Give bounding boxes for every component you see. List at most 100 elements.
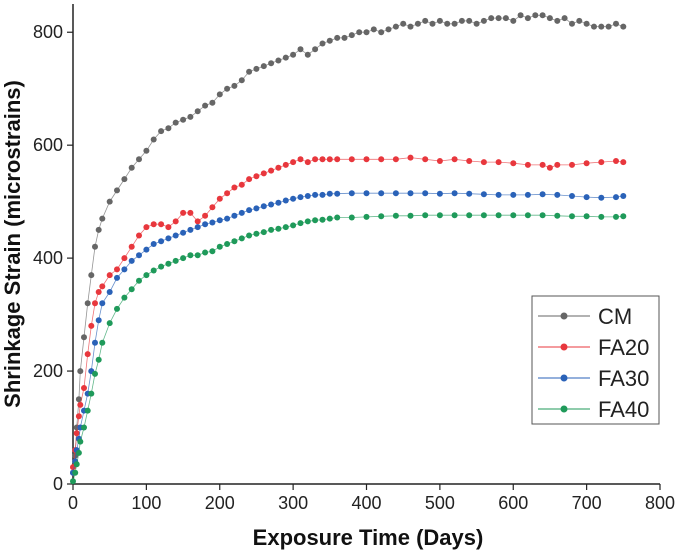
x-tick-label: 800 [645,493,675,513]
y-tick-label: 400 [33,248,63,268]
data-point [95,226,102,233]
data-point [613,158,619,164]
x-tick-label: 500 [425,493,455,513]
data-point [304,159,311,166]
data-point [348,190,355,197]
data-point [414,20,421,27]
data-point [451,190,458,197]
data-point [356,29,363,36]
data-point [480,17,487,24]
data-point [128,286,135,293]
data-point [224,85,231,92]
data-point [165,224,172,231]
data-point [561,15,568,22]
data-point [260,229,267,236]
data-point [238,181,245,188]
data-point [605,23,612,30]
data-point [539,12,546,19]
data-point [246,232,253,239]
data-point [75,396,82,403]
data-point [348,32,355,39]
data-point [268,226,275,233]
data-point [143,272,150,279]
data-point [77,401,84,408]
data-point [77,368,84,375]
data-point [194,224,201,231]
y-axis-title: Shrinkage Strain (microstrains) [0,80,25,408]
data-point [180,116,187,123]
data-point [282,161,289,168]
data-point [202,212,209,219]
data-point [81,424,87,431]
data-point [253,230,260,237]
data-point [238,209,245,216]
data-point [583,20,590,27]
data-point [363,29,370,36]
data-point [524,212,531,219]
data-point [246,68,253,75]
data-point [121,255,128,262]
data-point [106,289,113,295]
data-point [466,17,473,24]
data-point [554,191,561,198]
data-point [422,212,429,219]
data-point [312,191,319,198]
data-point [312,217,319,224]
data-point [524,161,531,168]
data-point [150,241,157,247]
data-point [99,215,106,222]
data-point [290,159,297,166]
data-point [114,274,120,281]
data-point [95,317,102,324]
data-point [583,160,590,167]
data-point [172,218,179,225]
data-point [128,164,135,171]
data-point [84,300,91,307]
data-point [194,108,201,115]
data-point [81,385,87,391]
data-point [253,205,260,212]
data-point [326,37,333,44]
data-point [231,82,238,89]
data-point [392,212,399,219]
data-point [422,17,429,24]
data-point [598,23,605,30]
data-point [378,213,385,220]
data-point [172,232,179,239]
data-point [158,128,165,135]
data-point [554,161,561,168]
data-point [620,213,627,220]
data-point [75,449,82,456]
data-point [114,266,120,273]
data-point [209,204,216,211]
data-point [436,212,443,219]
data-point [466,212,473,219]
data-point [598,159,605,166]
data-point [466,190,473,197]
series-line [72,157,624,468]
data-point [92,370,98,377]
data-point [378,156,385,163]
data-point [114,187,120,194]
data-point [99,300,106,307]
data-point [99,283,106,290]
data-point [444,20,451,27]
data-point [319,156,326,163]
data-point [583,194,590,201]
legend: CM FA20 FA30 FA40 [531,295,660,425]
data-point [363,213,370,220]
data-point [150,221,157,228]
data-point [480,191,487,198]
data-point [172,257,179,264]
legend-label: CM [598,304,632,329]
data-point [539,191,546,198]
data-point [224,190,231,197]
data-point [451,212,458,219]
x-tick-label: 100 [131,493,161,513]
data-point [143,224,150,231]
data-point [121,294,128,301]
data-point [488,15,495,22]
data-point [209,248,216,255]
data-point [246,176,253,183]
data-point [77,438,84,445]
